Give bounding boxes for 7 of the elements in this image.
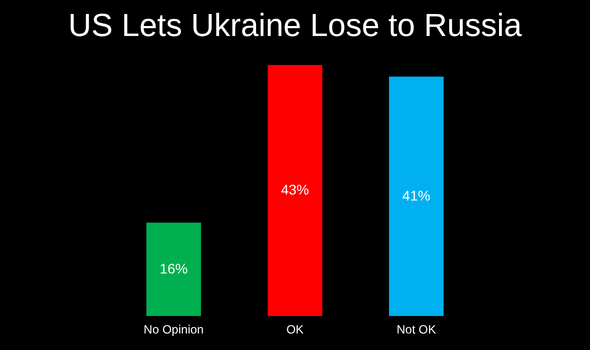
chart-title: US Lets Ukraine Lose to Russia — [68, 7, 522, 43]
x-tick-label: OK — [286, 322, 304, 336]
data-label: 41% — [402, 187, 430, 204]
data-label: 16% — [160, 260, 188, 276]
x-tick-label: No Opinion — [144, 322, 204, 336]
x-tick-label: Not OK — [396, 322, 436, 336]
data-label: 43% — [280, 182, 310, 198]
